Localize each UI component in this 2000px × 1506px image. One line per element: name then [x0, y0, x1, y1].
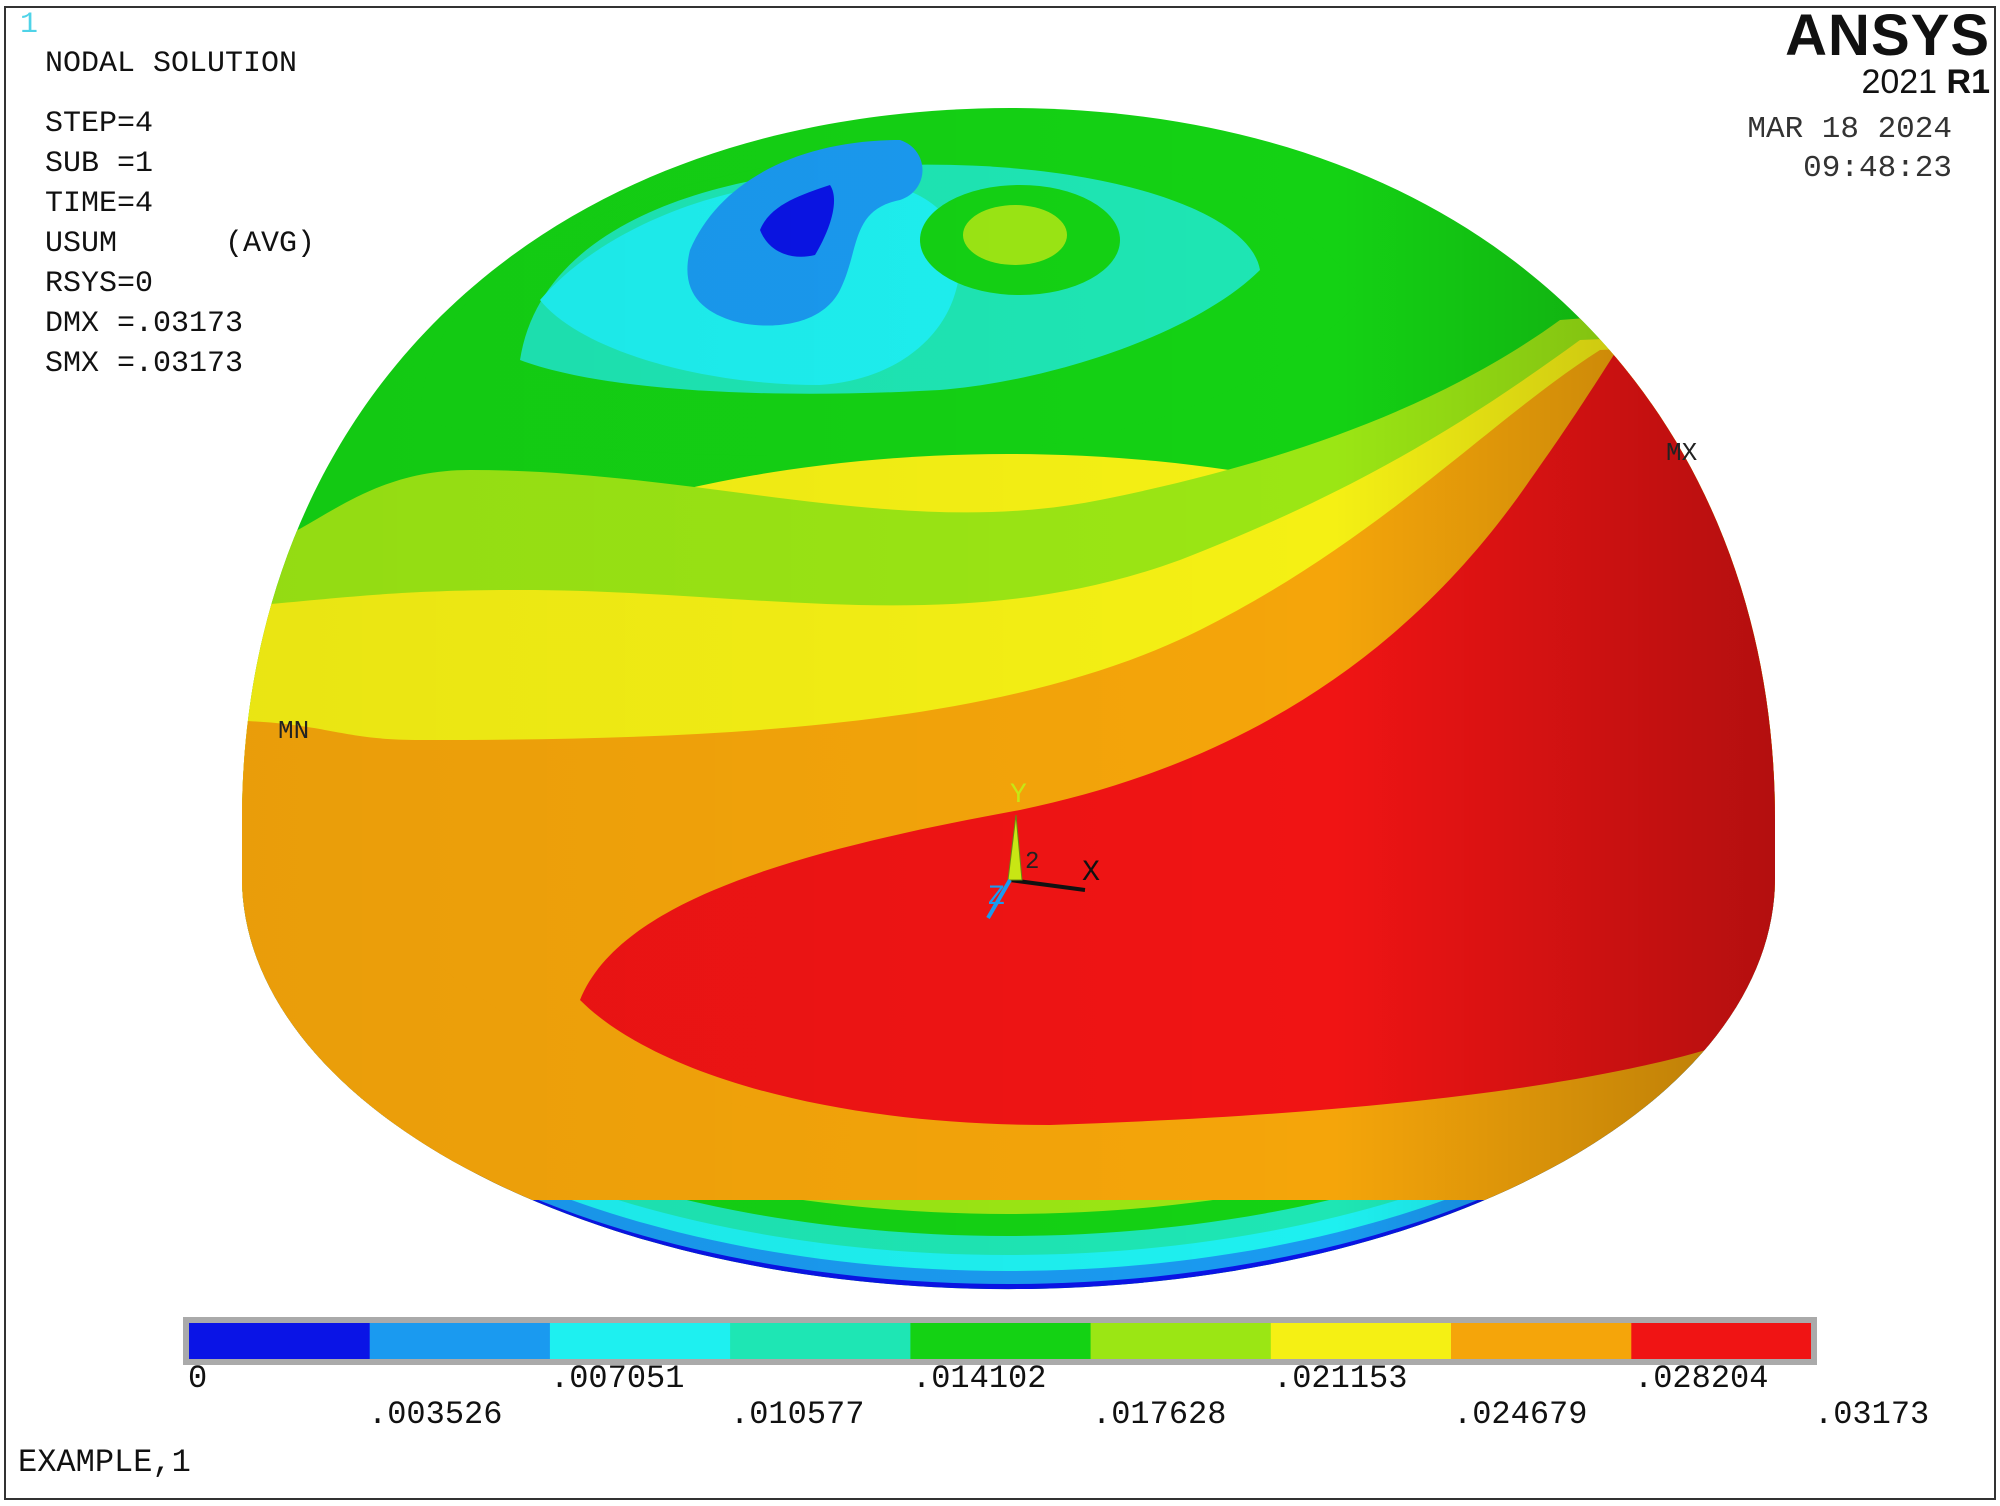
time-text: 09:48:23: [1803, 151, 1952, 186]
legend-label-03173: .03173: [1814, 1396, 1930, 1433]
triad-y-label: Y: [1010, 780, 1027, 811]
legend-segment-6: [1270, 1323, 1451, 1359]
legend-label-014102: .014102: [912, 1360, 1047, 1397]
legend-segment-4: [909, 1323, 1091, 1359]
triad-z-label: Z: [988, 882, 1005, 913]
legend-label-024679: .024679: [1453, 1396, 1588, 1433]
info-sub: SUB =1: [45, 147, 154, 181]
legend-segment-2: [549, 1323, 731, 1359]
shading-overlay: [242, 108, 1775, 1290]
legend-label-010577: .010577: [730, 1396, 865, 1433]
model-title: EXAMPLE,1: [18, 1444, 191, 1481]
coordinate-triad: X Y Z 2: [986, 780, 1100, 920]
triad-z-axis: [986, 878, 1012, 920]
triad-x-axis: [1009, 878, 1086, 892]
info-rsys: RSYS=0: [45, 267, 154, 301]
triad-y-axis: [1007, 814, 1023, 881]
legend-segment-7: [1450, 1323, 1632, 1359]
legend-segment-0: [189, 1323, 370, 1359]
triad-id-label: 2: [1025, 849, 1039, 876]
legend-segment-3: [729, 1323, 911, 1359]
info-dmx: DMX =.03173: [45, 307, 244, 341]
contour-legend-bar: [183, 1317, 1817, 1365]
date-text: MAR 18 2024: [1747, 112, 1952, 147]
window-number: 1: [20, 8, 39, 42]
info-usum: USUM (AVG): [45, 227, 316, 261]
logo-version-year: 2021: [1861, 63, 1938, 101]
legend-label-007051: .007051: [550, 1360, 685, 1397]
dome-surface: [242, 108, 1775, 1290]
legend-label-003526: .003526: [368, 1396, 503, 1433]
legend-segment-5: [1090, 1323, 1271, 1359]
graphics-window-frame: [4, 6, 1996, 1500]
plot-title: NODAL SOLUTION: [45, 47, 298, 81]
legend-label-017628: .017628: [1092, 1396, 1227, 1433]
info-step: STEP=4: [45, 107, 154, 141]
legend-segment-1: [369, 1323, 550, 1359]
solution-info: NODAL SOLUTION STEP=4 SUB =1 TIME=4 USUM…: [45, 44, 315, 384]
logo-brand: ANSYS: [1785, 3, 1990, 68]
legend-label-028204: .028204: [1634, 1360, 1769, 1397]
triad-x-label: X: [1082, 856, 1100, 890]
min-marker: MN: [278, 716, 309, 746]
legend-segment-8: [1630, 1323, 1812, 1359]
ansys-logo: ANSYS 2021 R1: [1785, 3, 1990, 101]
logo-release: R1: [1946, 63, 1990, 101]
legend-label-021153: .021153: [1273, 1360, 1408, 1397]
info-time: TIME=4: [45, 187, 154, 221]
logo-version: 2021 R1: [1785, 64, 1990, 100]
legend-border: [183, 1317, 1817, 1365]
timestamp: MAR 18 2024 09:48:23: [1747, 110, 1952, 188]
max-marker: MX: [1666, 438, 1698, 468]
legend-label-0: 0: [188, 1360, 208, 1397]
info-smx: SMX =.03173: [45, 347, 244, 381]
